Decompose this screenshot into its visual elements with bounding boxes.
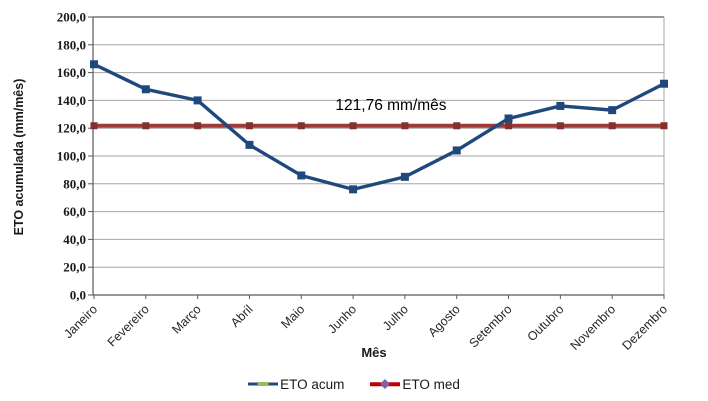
- eto-acum-marker: [193, 96, 202, 105]
- x-tick-label: Maio: [278, 302, 307, 331]
- y-tick-label: 120,0: [57, 121, 86, 136]
- x-tick-label: Julho: [380, 302, 411, 333]
- legend-label-eto-acum: ETO acum: [280, 376, 345, 392]
- eto-acum-marker: [245, 140, 254, 149]
- x-tick-label: Janeiro: [61, 302, 100, 341]
- x-tick-label: Abril: [228, 302, 256, 330]
- mean-value-annotation: 121,76 mm/mês: [335, 97, 447, 114]
- x-tick-label: Outubro: [525, 302, 567, 344]
- x-tick-label: Março: [169, 302, 203, 336]
- eto-med-marker: [453, 122, 461, 130]
- eto-med-marker: [608, 122, 616, 130]
- y-tick-label: 200,0: [57, 10, 86, 25]
- y-tick-label: 100,0: [57, 149, 86, 164]
- eto-acum-marker: [608, 106, 617, 115]
- eto-med-marker: [245, 122, 253, 130]
- eto-acum-marker: [452, 146, 461, 155]
- eto-acum-marker: [504, 114, 513, 123]
- eto-acum-line-sample: [248, 378, 279, 390]
- eto-acum-marker: [297, 171, 306, 180]
- x-tick-label: Junho: [325, 302, 359, 336]
- eto-med-marker: [505, 122, 513, 130]
- chart-legend: ETO acum ETO med: [0, 374, 708, 394]
- y-tick-label: 40,0: [63, 232, 86, 247]
- dash-marker-icon: [257, 382, 269, 386]
- eto-med-marker: [349, 122, 357, 130]
- y-axis-title: ETO acumulada (mm/mês): [12, 78, 26, 236]
- x-tick-label: Fevereiro: [105, 302, 152, 349]
- legend-item-eto-acum[interactable]: ETO acum: [248, 377, 344, 392]
- eto-acum-marker: [349, 185, 358, 194]
- eto-med-marker: [90, 122, 98, 130]
- eto-acum-marker: [660, 79, 668, 88]
- eto-med-marker: [660, 122, 668, 130]
- legend-item-eto-med[interactable]: ETO med: [370, 377, 460, 392]
- x-tick-label: Agosto: [425, 302, 462, 339]
- eto-med-marker: [142, 122, 150, 130]
- y-tick-label: 140,0: [57, 93, 86, 108]
- diamond-marker-icon: [380, 379, 391, 389]
- eto-acum-marker: [90, 60, 98, 69]
- eto-med-marker: [297, 122, 305, 130]
- eto-med-marker: [556, 122, 564, 130]
- x-tick-label: Novembro: [568, 302, 619, 353]
- eto-acum-line: [93, 62, 665, 192]
- y-tick-label: 60,0: [63, 204, 86, 219]
- y-tick-label: 160,0: [57, 65, 86, 80]
- eto-acum-marker: [556, 101, 565, 110]
- y-tick-label: 0,0: [70, 288, 86, 303]
- x-tick-label: Dezembro: [619, 302, 670, 353]
- eto-med-line-sample: [370, 378, 401, 390]
- y-tick-label: 180,0: [57, 37, 86, 52]
- y-tick-label: 80,0: [63, 176, 86, 191]
- eto-med-marker: [194, 122, 202, 130]
- eto-med-marker: [401, 122, 409, 130]
- x-axis-title: Mês: [361, 345, 387, 360]
- eto-acum-marker: [141, 85, 150, 94]
- x-tick-label: Setembro: [466, 302, 514, 350]
- legend-label-eto-med: ETO med: [402, 376, 460, 392]
- eto-acum-marker: [400, 172, 409, 181]
- y-tick-label: 20,0: [63, 260, 86, 275]
